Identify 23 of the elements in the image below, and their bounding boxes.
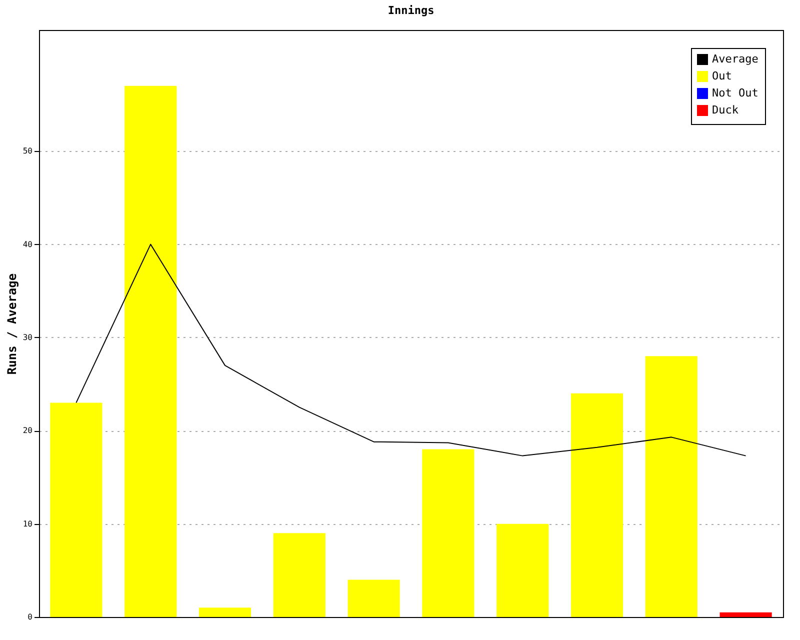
bar bbox=[124, 86, 177, 617]
bar bbox=[720, 612, 772, 617]
bar bbox=[496, 524, 549, 617]
bar bbox=[422, 449, 474, 617]
y-axis-title: Runs / Average bbox=[4, 273, 19, 375]
chart-title: Innings bbox=[388, 4, 434, 17]
bar bbox=[570, 393, 624, 617]
y-tick-label: 10 bbox=[22, 519, 33, 528]
legend-label: Not Out bbox=[712, 86, 758, 100]
bar bbox=[50, 402, 102, 617]
line-series bbox=[76, 244, 746, 456]
y-tick-label: 0 bbox=[28, 612, 33, 622]
y-tick-label: 40 bbox=[22, 240, 33, 249]
legend-label: Duck bbox=[712, 104, 739, 116]
bar bbox=[348, 580, 400, 617]
bar bbox=[198, 608, 252, 617]
y-tick-label: 20 bbox=[22, 426, 33, 436]
bar bbox=[645, 356, 698, 617]
y-tick-label: 30 bbox=[22, 332, 33, 342]
bar bbox=[273, 533, 326, 617]
legend-label: Out bbox=[712, 70, 732, 82]
legend-label: Average bbox=[712, 52, 758, 66]
y-tick-label: 50 bbox=[22, 146, 33, 156]
